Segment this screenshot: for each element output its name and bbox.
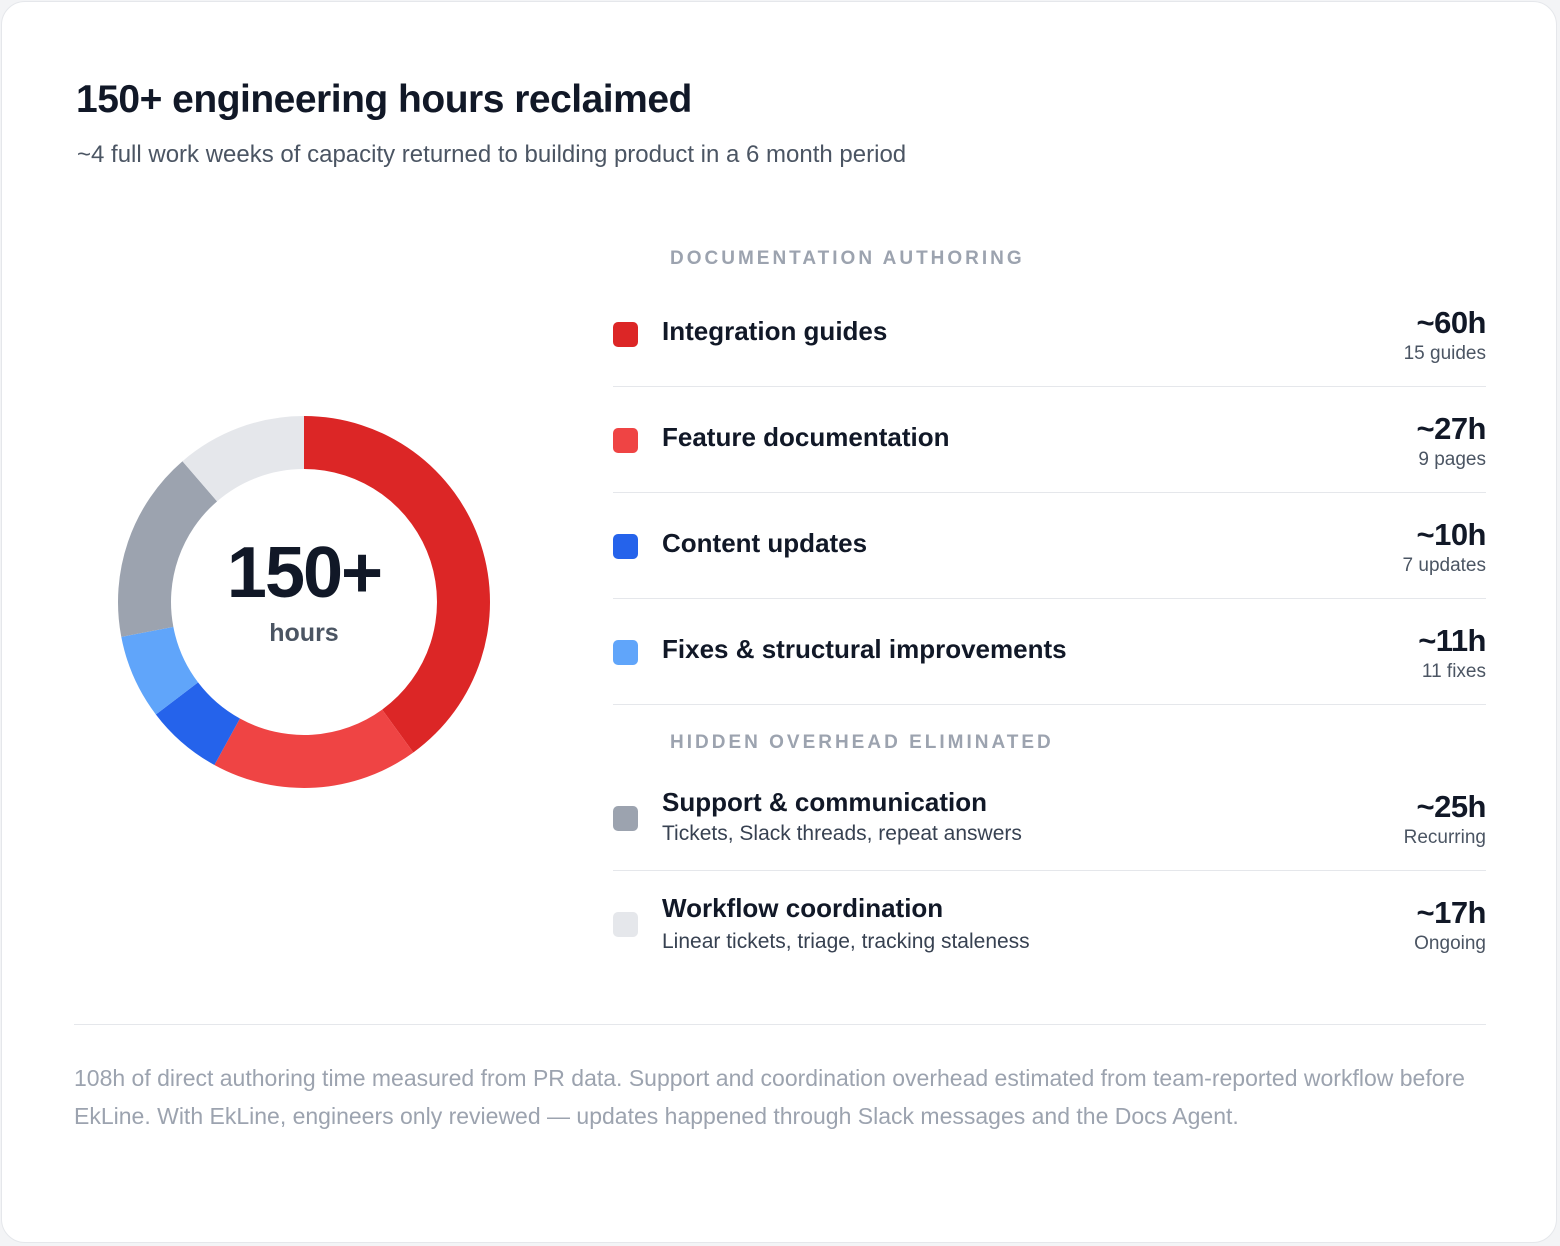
legend-value: ~17h — [1416, 895, 1486, 930]
legend-sub: 11 fixes — [1421, 661, 1486, 682]
legend-label: Content updates — [662, 528, 868, 558]
donut-center-unit: hours — [269, 618, 339, 647]
legend-label: Feature documentation — [662, 422, 950, 452]
section-label-authoring: DOCUMENTATION AUTHORING — [670, 248, 1025, 269]
legend-sub: 15 guides — [1403, 343, 1486, 364]
legend-row-fixes: Fixes & structural improvements ~11h 11 … — [613, 599, 1486, 705]
donut-slice-content-updates — [155, 682, 240, 765]
legend-swatch — [613, 806, 638, 831]
legend-row-support: Support & communication Tickets, Slack t… — [613, 765, 1486, 871]
legend-label: Fixes & structural improvements — [662, 634, 1067, 664]
legend-row-integration-guides: Integration guides ~60h 15 guides — [613, 294, 1486, 387]
footer-divider — [74, 1024, 1486, 1025]
donut-slice-support-communication — [117, 461, 218, 637]
donut-slice-fixes-structural-improvements — [121, 626, 199, 715]
legend-value: ~60h — [1416, 305, 1486, 340]
legend-sub: 9 pages — [1418, 449, 1486, 470]
legend-label: Integration guides — [662, 316, 888, 346]
hours-donut-chart — [117, 416, 490, 788]
legend-swatch — [613, 912, 638, 937]
legend-value: ~10h — [1416, 517, 1486, 552]
legend-swatch — [613, 322, 638, 347]
donut-slice-integration-guides — [304, 416, 490, 753]
legend-swatch — [613, 428, 638, 453]
legend-swatch — [613, 640, 638, 665]
legend-label: Support & communication — [662, 787, 987, 817]
donut-slice-feature-documentation — [214, 709, 414, 788]
legend-sub: 7 updates — [1402, 555, 1486, 576]
legend-sub: Ongoing — [1414, 933, 1486, 954]
legend-value: ~27h — [1416, 411, 1486, 446]
legend-value: ~25h — [1416, 789, 1486, 824]
donut-center: 150+ hours — [117, 415, 491, 789]
legend-description: Tickets, Slack threads, repeat answers — [662, 822, 1022, 845]
donut-slice-workflow-coordination — [182, 416, 304, 502]
legend-swatch — [613, 534, 638, 559]
page-title: 150+ engineering hours reclaimed — [76, 78, 692, 121]
section-label-overhead: HIDDEN OVERHEAD ELIMINATED — [670, 732, 1054, 753]
legend-description: Linear tickets, triage, tracking stalene… — [662, 930, 1030, 953]
legend-value: ~11h — [1418, 623, 1486, 658]
legend-row-workflow: Workflow coordination Linear tickets, tr… — [613, 871, 1486, 976]
legend-label: Workflow coordination — [662, 893, 944, 923]
donut-center-value: 150+ — [226, 532, 383, 613]
legend-sub: Recurring — [1403, 827, 1486, 848]
legend-row-content-updates: Content updates ~10h 7 updates — [613, 493, 1486, 599]
legend-row-feature-documentation: Feature documentation ~27h 9 pages — [613, 387, 1486, 493]
page-subtitle: ~4 full work weeks of capacity returned … — [77, 141, 907, 168]
footnote: 108h of direct authoring time measured f… — [74, 1065, 1465, 1129]
